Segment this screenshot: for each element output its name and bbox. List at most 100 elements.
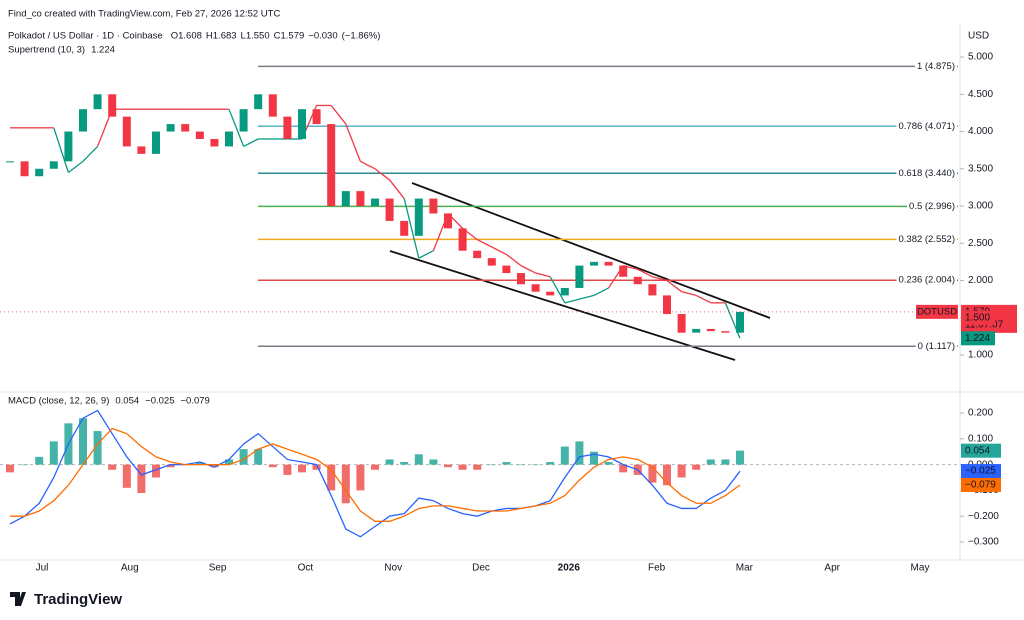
x-tick-label: Dec — [472, 563, 490, 574]
y-tick-label: 2.500 — [968, 238, 993, 249]
supertrend-segment — [506, 253, 522, 267]
candle — [736, 311, 744, 333]
candle — [517, 273, 525, 285]
histogram-bar — [312, 464, 321, 470]
supertrend-segment — [579, 294, 595, 300]
footer-brand: TradingView — [34, 591, 122, 608]
macd-tag — [961, 443, 1001, 458]
price-tag-label: 1.224 — [965, 333, 990, 344]
candle — [604, 261, 613, 266]
histogram-bar — [473, 464, 482, 470]
macd-tag — [961, 477, 1001, 492]
fib-label: 0 (1.117) — [918, 341, 955, 352]
x-tick-label: Feb — [648, 563, 666, 574]
histogram-bar — [195, 462, 204, 465]
histogram-bar — [356, 464, 365, 491]
candle — [64, 131, 73, 162]
ohlc-key: C — [274, 31, 281, 42]
histogram-bar — [225, 459, 233, 465]
y-tick-label: −0.200 — [968, 511, 999, 522]
histogram-bar — [400, 462, 409, 465]
candle — [225, 131, 233, 147]
macd-legend-value: −0.025 — [145, 396, 174, 407]
histogram-bar — [721, 459, 730, 465]
fib-label-bg — [914, 60, 957, 73]
price-tag — [961, 310, 995, 325]
y-tick-label: −0.300 — [968, 537, 999, 548]
candle — [283, 116, 292, 139]
fib-label: 0.236 (2.004) — [898, 275, 955, 286]
x-tick-label: Nov — [384, 563, 402, 574]
x-tick-label: 2026 — [558, 563, 581, 574]
candle — [79, 109, 87, 132]
ohlc-value: 1.579 — [281, 31, 305, 42]
macd-line — [9, 409, 741, 538]
logo — [10, 592, 26, 606]
y-tick-label: 0.100 — [968, 433, 993, 444]
macd-legend-value: 0.054 — [115, 396, 139, 407]
ohlc-key: H — [206, 31, 213, 42]
histogram-bar — [590, 451, 598, 465]
channel-lower — [389, 250, 736, 361]
supertrend-segment — [476, 238, 493, 248]
logo-mark — [10, 592, 26, 606]
candle — [122, 116, 131, 147]
ohlc-value: 1.550 — [246, 31, 270, 42]
x-tick-label: Apr — [824, 563, 840, 574]
x-tick-label: Aug — [121, 563, 139, 574]
candle — [560, 287, 569, 296]
histogram-bar — [414, 454, 423, 465]
candle — [575, 265, 584, 288]
supertrend-segment — [330, 105, 347, 125]
histogram-bar — [79, 418, 87, 465]
y-tick-label: 3.500 — [968, 163, 993, 174]
candle — [414, 198, 423, 236]
y-tick-label: 1.000 — [968, 350, 993, 361]
ohlc-key: O — [171, 31, 178, 42]
histogram-bar — [736, 450, 744, 465]
candle — [35, 168, 44, 177]
histogram-bar — [283, 464, 292, 475]
fib-label: 0.382 (2.552) — [898, 234, 955, 245]
supertrend-segment — [228, 108, 245, 147]
supertrend-segment — [535, 272, 551, 278]
ohlc-key: L — [241, 31, 246, 42]
histogram-bar — [122, 464, 131, 488]
candle — [721, 331, 730, 333]
supertrend-segment — [345, 123, 362, 162]
candle — [444, 213, 452, 229]
histogram-bar — [137, 464, 146, 493]
channel — [389, 182, 771, 361]
histogram-bar — [575, 441, 584, 465]
indicator-name: Supertrend (10, 3) — [8, 45, 85, 56]
histogram-bar — [327, 464, 336, 491]
supertrend-segment — [652, 276, 668, 282]
candle — [473, 250, 482, 259]
candle — [429, 198, 438, 214]
candle — [312, 109, 321, 125]
x-tick-label: Jul — [36, 563, 49, 574]
supertrend-segment — [403, 198, 420, 259]
candle — [385, 198, 394, 221]
candle — [546, 291, 555, 296]
histogram-bar — [604, 462, 613, 465]
fib-label-bg — [896, 233, 957, 246]
candle — [692, 328, 701, 333]
candle — [648, 284, 657, 296]
candle — [6, 161, 14, 163]
fib-label: 0.618 (3.440) — [898, 168, 955, 179]
supertrend-segment — [82, 145, 99, 162]
histogram-bar — [458, 464, 467, 470]
price-tag-sub: 11:07:07 — [965, 320, 1004, 331]
supertrend-segment — [695, 294, 712, 304]
candle — [531, 284, 540, 292]
candle — [254, 94, 263, 110]
candle — [590, 261, 598, 266]
histogram-bar — [385, 459, 394, 465]
histogram-bar — [692, 464, 701, 470]
supertrend-segment — [389, 179, 405, 199]
histogram-bar — [239, 449, 248, 465]
ohlc-value: 1.608 — [178, 31, 202, 42]
candle — [502, 265, 511, 274]
